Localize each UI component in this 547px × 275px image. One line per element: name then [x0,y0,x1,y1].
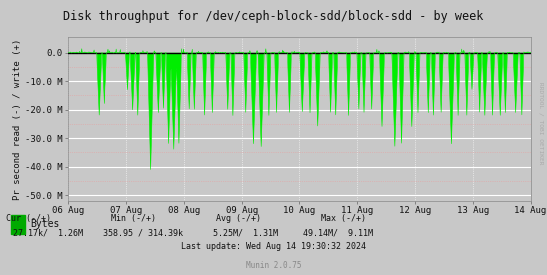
Bar [11,214,25,234]
Text: Bytes: Bytes [31,219,60,229]
Y-axis label: Pr second read (-) / write (+): Pr second read (-) / write (+) [14,38,22,200]
Text: Cur (-/+)            Min (-/+)            Avg (-/+)            Max (-/+): Cur (-/+) Min (-/+) Avg (-/+) Max (-/+) [6,214,366,223]
Text: 27.17k/  1.26M    358.95 / 314.39k      5.25M/  1.31M     49.14M/  9.11M: 27.17k/ 1.26M 358.95 / 314.39k 5.25M/ 1.… [0,228,374,237]
Text: Munin 2.0.75: Munin 2.0.75 [246,261,301,270]
Text: Last update: Wed Aug 14 19:30:32 2024: Last update: Wed Aug 14 19:30:32 2024 [181,242,366,251]
Text: RRDTOOL / TOBI OETIKER: RRDTOOL / TOBI OETIKER [538,82,543,165]
Text: Disk throughput for /dev/ceph-block-sdd/block-sdd - by week: Disk throughput for /dev/ceph-block-sdd/… [63,10,484,23]
